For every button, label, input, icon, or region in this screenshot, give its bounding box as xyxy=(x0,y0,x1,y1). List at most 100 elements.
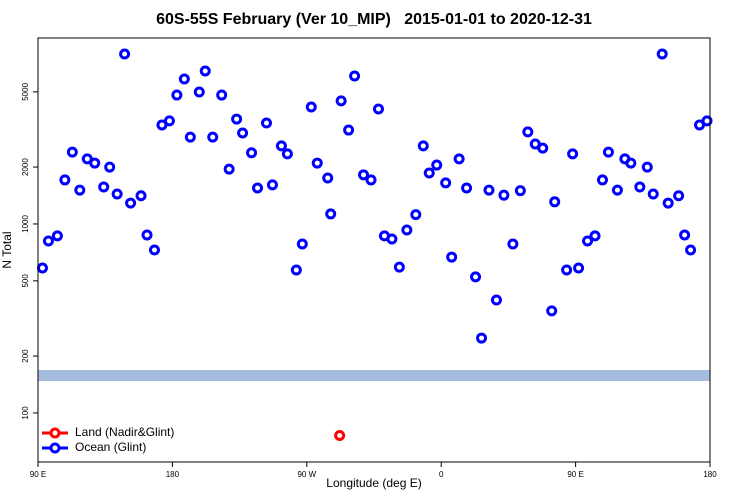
point xyxy=(296,238,308,250)
point xyxy=(216,89,228,101)
point xyxy=(98,181,110,193)
y-axis-label: N Total xyxy=(0,231,14,268)
point xyxy=(358,169,370,181)
point xyxy=(701,115,713,127)
point xyxy=(231,113,243,125)
point xyxy=(111,188,123,200)
point xyxy=(343,124,355,136)
plot-frame xyxy=(37,37,711,463)
point xyxy=(483,184,495,196)
point xyxy=(470,271,482,283)
point xyxy=(281,148,293,160)
x-axis-label: Longitude (deg E) xyxy=(326,476,421,490)
point xyxy=(641,161,653,173)
point xyxy=(66,146,78,158)
point xyxy=(325,208,337,220)
point xyxy=(573,262,585,274)
y-tick-label: 200 xyxy=(21,349,30,363)
point xyxy=(423,167,435,179)
point xyxy=(223,163,235,175)
y-tick-label: 500 xyxy=(21,274,30,288)
point xyxy=(514,185,526,197)
point xyxy=(440,177,452,189)
point xyxy=(685,244,697,256)
x-tick-label: 180 xyxy=(166,470,180,479)
point xyxy=(602,146,614,158)
point xyxy=(260,117,272,129)
x-tick-label: 180 xyxy=(703,470,717,479)
x-tick-label: 90 E xyxy=(567,470,583,479)
point xyxy=(549,196,561,208)
point xyxy=(148,244,160,256)
point xyxy=(199,65,211,77)
point xyxy=(431,159,443,171)
point xyxy=(589,230,601,242)
point xyxy=(453,153,465,165)
point xyxy=(673,190,685,202)
point xyxy=(141,229,153,241)
point xyxy=(386,233,398,245)
point xyxy=(104,161,116,173)
point xyxy=(522,126,534,138)
point xyxy=(611,184,623,196)
point xyxy=(365,174,377,186)
point xyxy=(546,305,558,317)
y-tick-label: 5000 xyxy=(21,82,30,100)
point xyxy=(498,189,510,201)
point xyxy=(647,188,659,200)
point xyxy=(51,230,63,242)
point xyxy=(349,70,361,82)
x-tick-label: 90 W xyxy=(297,470,316,479)
y-tick-label: 1000 xyxy=(21,215,30,233)
point xyxy=(246,147,258,159)
point xyxy=(656,48,668,60)
point xyxy=(184,131,196,143)
point xyxy=(372,103,384,115)
y-tick-label: 100 xyxy=(21,406,30,420)
point xyxy=(582,235,594,247)
point xyxy=(290,264,302,276)
legend-marker xyxy=(49,427,61,439)
plot-area xyxy=(36,48,713,441)
point xyxy=(36,262,48,274)
point xyxy=(401,224,413,236)
point xyxy=(125,197,137,209)
point xyxy=(178,73,190,85)
point xyxy=(596,174,608,186)
legend-marker xyxy=(49,442,61,454)
point xyxy=(417,140,429,152)
point xyxy=(446,251,458,263)
point xyxy=(662,197,674,209)
point xyxy=(679,229,691,241)
point xyxy=(335,95,347,107)
point xyxy=(311,157,323,169)
point xyxy=(305,101,317,113)
point xyxy=(74,184,86,196)
point xyxy=(89,157,101,169)
point xyxy=(410,209,422,221)
point xyxy=(567,148,579,160)
point xyxy=(275,140,287,152)
point xyxy=(135,190,147,202)
point xyxy=(393,261,405,273)
point xyxy=(490,294,502,306)
point xyxy=(625,157,637,169)
x-tick-label: 0 xyxy=(439,470,444,479)
point xyxy=(252,182,264,194)
point xyxy=(634,181,646,193)
x-tick-label: 90 E xyxy=(30,470,46,479)
legend-label: Ocean (Glint) xyxy=(75,440,146,454)
chart-title: 60S-55S February (Ver 10_MIP) 2015-01-01… xyxy=(156,11,592,28)
point xyxy=(119,48,131,60)
point xyxy=(322,172,334,184)
point xyxy=(537,142,549,154)
y-tick-label: 2000 xyxy=(21,158,30,176)
point xyxy=(334,429,346,441)
point xyxy=(171,89,183,101)
point xyxy=(42,235,54,247)
point xyxy=(207,131,219,143)
point xyxy=(266,179,278,191)
legend-label: Land (Nadir&Glint) xyxy=(75,425,174,439)
point xyxy=(193,86,205,98)
